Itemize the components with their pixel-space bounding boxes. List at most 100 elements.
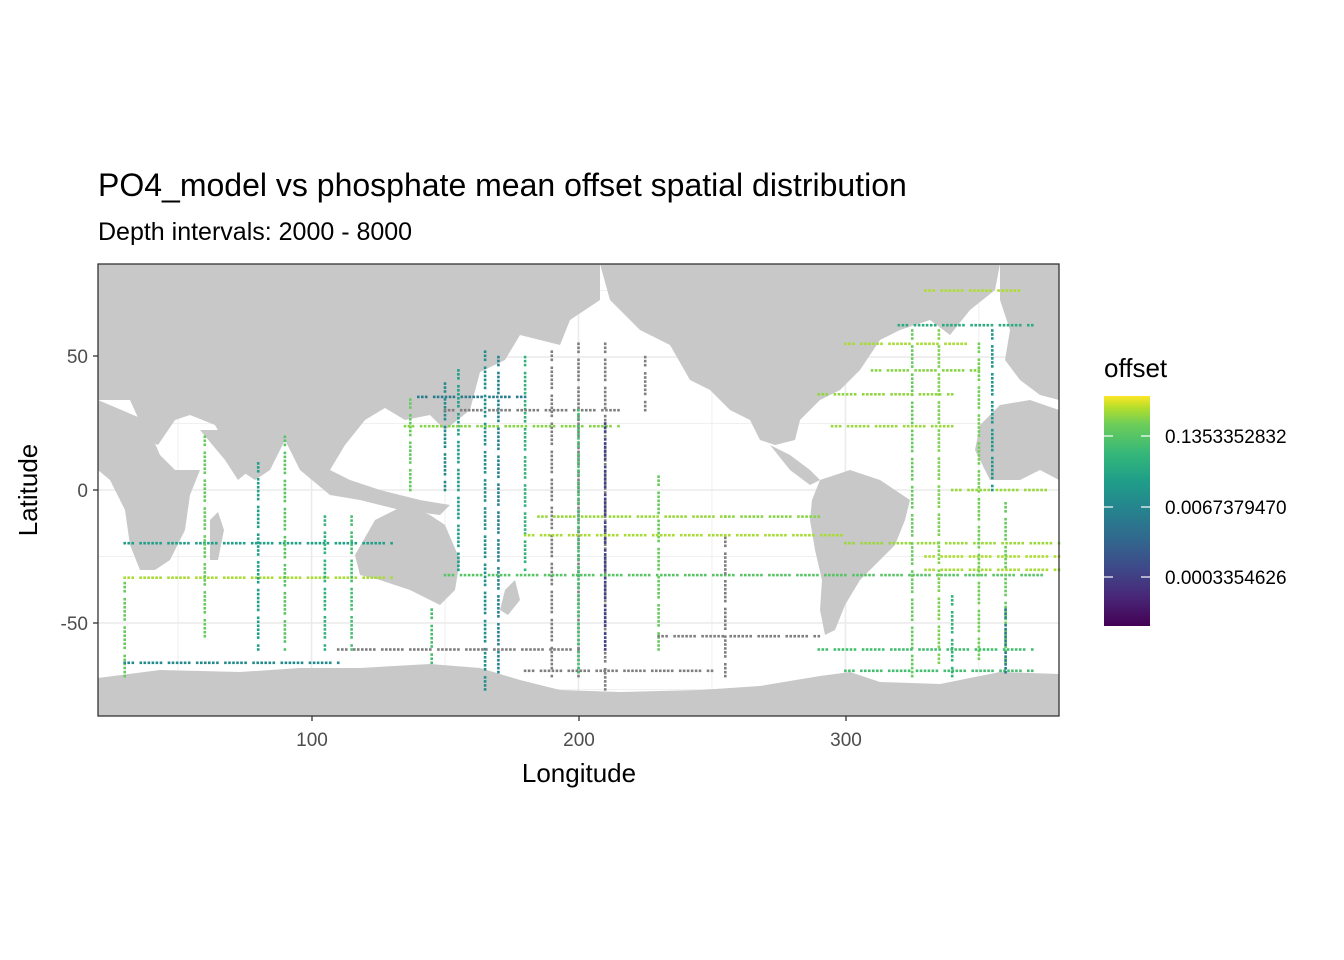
offset-cell — [950, 599, 954, 602]
offset-cell — [852, 573, 855, 577]
offset-cell — [914, 424, 918, 428]
offset-cell — [409, 449, 412, 452]
offset-cell — [123, 589, 126, 593]
offset-cell — [497, 447, 500, 451]
offset-cell — [991, 333, 994, 336]
offset-cell — [971, 488, 974, 492]
offset-cell — [716, 573, 719, 577]
offset-cell — [577, 578, 580, 581]
offset-cell — [256, 588, 260, 592]
offset-cell — [937, 529, 941, 532]
offset-cell — [354, 576, 358, 579]
offset-cell — [931, 669, 935, 673]
offset-cell — [550, 566, 554, 570]
offset-cell — [960, 568, 964, 572]
offset-cell — [497, 515, 500, 518]
offset-cell — [563, 573, 567, 577]
offset-cell — [256, 608, 260, 612]
offset-cell — [451, 573, 455, 577]
offset-cell — [366, 576, 369, 579]
offset-cell — [991, 408, 994, 412]
offset-cell — [991, 345, 994, 348]
offset-cell — [603, 669, 606, 673]
offset-cell — [443, 488, 447, 492]
offset-cell — [480, 408, 483, 412]
offset-cell — [988, 555, 992, 558]
offset-cell — [724, 572, 727, 575]
offset-cell — [910, 578, 914, 581]
offset-cell — [350, 535, 353, 538]
offset-cell — [256, 620, 260, 624]
offset-cell — [603, 567, 607, 571]
offset-cell — [476, 408, 479, 412]
offset-cell — [497, 419, 500, 423]
offset-cell — [1005, 289, 1009, 292]
offset-cell — [977, 641, 981, 645]
offset-cell — [972, 573, 975, 577]
offset-cell — [991, 401, 994, 404]
offset-cell — [1007, 488, 1011, 492]
offset-cell — [923, 669, 927, 673]
offset-cell — [443, 469, 447, 472]
offset-cell — [215, 576, 218, 579]
offset-cell — [550, 494, 554, 498]
land-north-america — [600, 264, 930, 445]
offset-cell — [550, 674, 554, 678]
offset-cell — [483, 519, 487, 522]
offset-cell — [876, 669, 879, 673]
offset-cell — [905, 323, 909, 327]
offset-cell — [977, 430, 981, 433]
offset-cell — [910, 389, 914, 393]
offset-cell — [139, 661, 143, 665]
offset-cell — [159, 541, 162, 545]
offset-cell — [868, 342, 871, 346]
offset-cell — [467, 573, 471, 577]
offset-cell — [577, 662, 580, 666]
offset-cell — [457, 420, 460, 424]
offset-cell — [203, 439, 207, 443]
offset-cell — [550, 562, 554, 566]
offset-cell — [577, 598, 580, 601]
offset-cell — [523, 496, 527, 499]
offset-cell — [605, 408, 608, 412]
offset-cell — [860, 342, 863, 346]
offset-cell — [483, 647, 487, 651]
offset-cell — [910, 570, 914, 573]
offset-cell — [975, 488, 978, 492]
offset-cell — [266, 576, 270, 579]
offset-cell — [457, 516, 460, 520]
offset-cell — [409, 457, 412, 460]
offset-cell — [910, 345, 914, 348]
offset-cell — [987, 669, 990, 673]
offset-cell — [657, 531, 660, 535]
offset-cell — [977, 621, 981, 625]
offset-cell — [752, 573, 755, 577]
offset-cell — [334, 576, 338, 579]
offset-cell — [409, 418, 412, 421]
offset-cell — [1005, 541, 1008, 545]
offset-cell — [483, 422, 487, 426]
offset-cell — [619, 573, 623, 577]
offset-cell — [555, 533, 559, 537]
offset-cell — [523, 504, 527, 507]
offset-cell — [430, 653, 433, 656]
offset-cell — [921, 323, 925, 327]
offset-cell — [350, 547, 353, 551]
offset-cell — [964, 573, 967, 577]
offset-cell — [326, 541, 330, 545]
offset-cell — [936, 573, 939, 577]
offset-cell — [203, 583, 207, 586]
offset-cell — [977, 418, 981, 421]
offset-cell — [480, 395, 483, 399]
offset-cell — [523, 573, 527, 577]
offset-cell — [603, 648, 607, 651]
offset-cell — [350, 579, 353, 583]
offset-cell — [577, 654, 580, 658]
offset-cell — [505, 648, 508, 651]
offset-cell — [294, 576, 298, 579]
offset-cell — [577, 346, 580, 350]
offset-cell — [910, 465, 914, 469]
offset-cell — [972, 555, 976, 558]
offset-cell — [991, 412, 994, 416]
offset-cell — [283, 535, 287, 539]
